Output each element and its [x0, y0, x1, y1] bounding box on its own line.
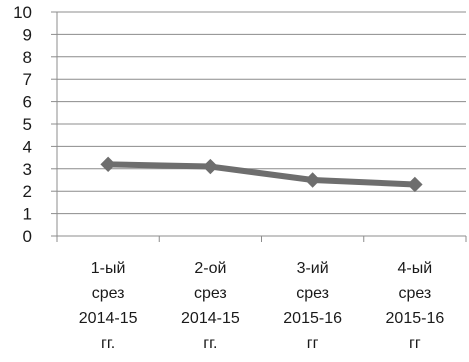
x-category-label-line: 2015-16 — [386, 310, 445, 327]
x-category-label-line: срез — [92, 285, 125, 302]
y-tick-label: 9 — [23, 25, 32, 44]
y-tick-label: 1 — [23, 205, 32, 224]
x-category-label-line: 2014-15 — [79, 310, 138, 327]
x-category-label-line: 1-ый — [91, 260, 126, 277]
x-category-label-line: срез — [194, 285, 227, 302]
x-category-label-line: срез — [398, 285, 431, 302]
data-point-marker — [202, 158, 219, 175]
data-point-marker — [304, 172, 321, 188]
x-category-label-line: гг. — [101, 335, 115, 352]
y-tick-label: 4 — [23, 137, 32, 156]
x-category-label: 3-ий срез 2015-16 гг — [283, 260, 342, 352]
x-category-label: 2-ой срез 2014-15 гг. — [181, 260, 240, 352]
gridlines — [57, 11, 466, 215]
y-tick-label: 7 — [23, 70, 32, 89]
x-category-label-line: гг — [409, 335, 421, 352]
y-tick-label: 5 — [23, 115, 32, 134]
y-tick-labels: 0 1 2 3 4 5 6 7 8 9 10 — [13, 3, 32, 246]
data-point-marker — [100, 156, 116, 173]
axes — [51, 11, 467, 242]
x-category-label-line: 2015-16 — [283, 310, 342, 327]
x-category-label-line: 2-ой — [194, 260, 226, 277]
x-category-label: 1-ый срез 2014-15 гг. — [79, 260, 138, 352]
y-tick-label: 2 — [23, 182, 32, 201]
x-tick-labels: 1-ый срез 2014-15 гг. 2-ой срез 2014-15 гг. 3-ий… — [79, 260, 445, 352]
y-tick-label: 3 — [23, 160, 32, 179]
x-category-label-line: гг. — [203, 335, 217, 352]
y-tick-label: 6 — [23, 93, 32, 112]
series — [100, 156, 423, 193]
x-category-label-line: гг — [307, 335, 319, 352]
x-category-label-line: срез — [296, 285, 329, 302]
y-tick-label: 0 — [23, 227, 32, 246]
x-category-label-line: 4-ый — [398, 260, 433, 277]
x-category-label: 4-ый срез 2015-16 гг — [386, 260, 445, 352]
series-line — [105, 161, 418, 188]
x-category-label-line: 3-ий — [297, 260, 329, 277]
data-point-marker — [407, 176, 423, 193]
x-category-label-line: 2014-15 — [181, 310, 240, 327]
y-tick-label: 8 — [23, 48, 32, 67]
y-tick-label: 10 — [13, 3, 32, 22]
